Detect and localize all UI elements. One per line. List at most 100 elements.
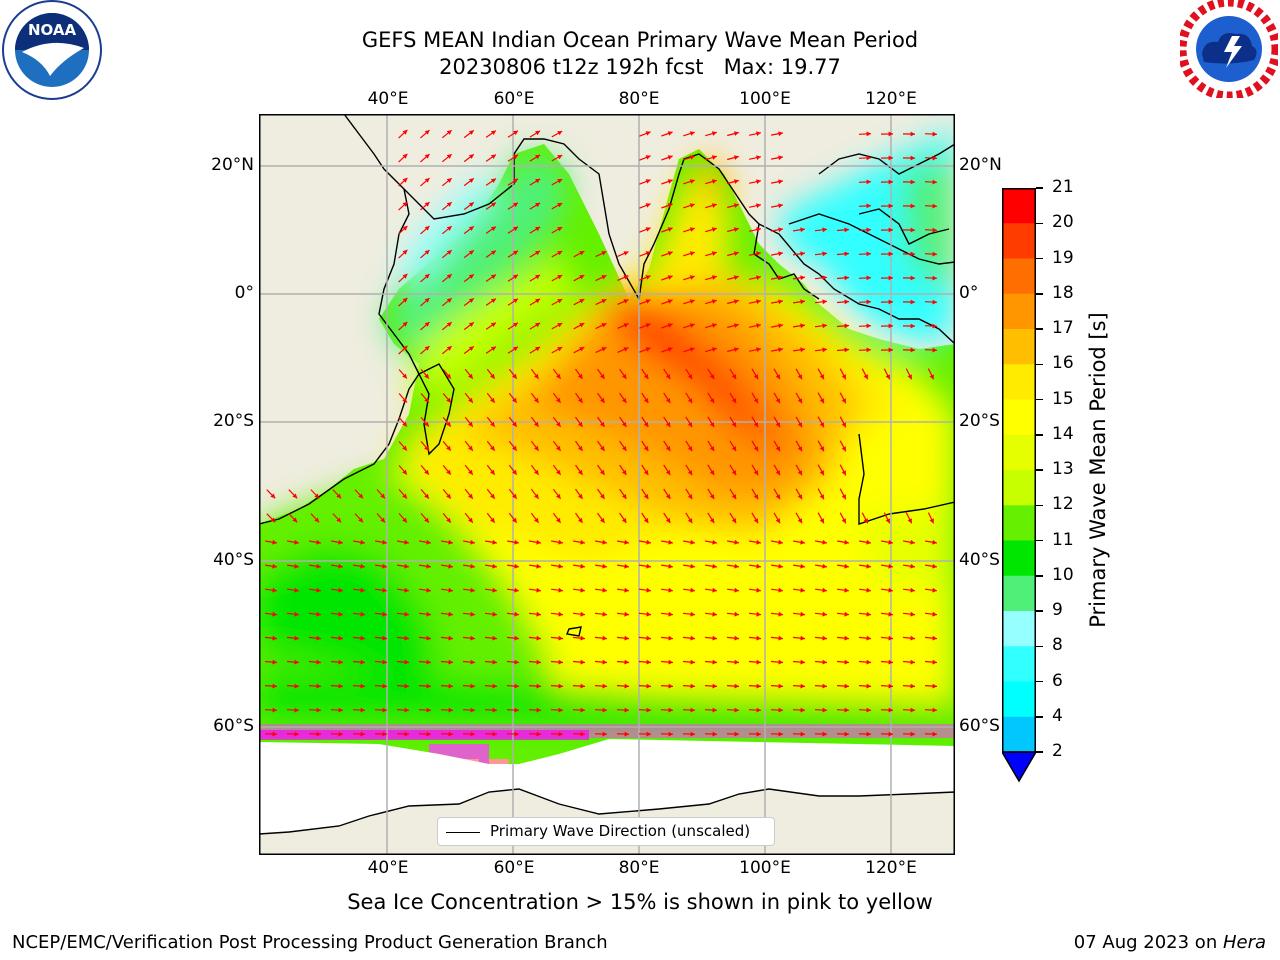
wave-arrow-head — [602, 587, 607, 593]
colorbar-tick-label: 16 — [1052, 353, 1074, 374]
wave-arrow-head — [731, 518, 737, 524]
wave-arrow-head — [621, 494, 627, 499]
wave-arrow-head — [646, 731, 651, 737]
wave-arrow-head — [602, 659, 607, 665]
wave-arrow-head — [822, 659, 827, 665]
wave-arrow-head — [932, 347, 937, 353]
wave-arrow-head — [932, 299, 937, 305]
wave-arrow-head — [734, 299, 739, 304]
wave-arrow-head — [621, 446, 627, 451]
wave-arrow-head — [624, 539, 629, 545]
wave-arrow-head — [667, 131, 673, 136]
wave-arrow-head — [689, 131, 695, 136]
wave-arrow-head — [778, 659, 783, 665]
wave-arrow-head — [404, 635, 409, 641]
wave-arrow-head — [709, 374, 715, 380]
wave-arrow-head — [665, 446, 671, 451]
wave-arrow-head — [468, 130, 474, 135]
wave-arrow-head — [778, 683, 783, 689]
colorbar-tick-mark — [1036, 222, 1043, 224]
wave-arrow-head — [424, 202, 430, 207]
wave-arrow-head — [424, 274, 430, 279]
wave-arrow-head — [468, 274, 474, 279]
wave-arrow-head — [756, 323, 761, 328]
wave-arrow-head — [534, 373, 539, 379]
lat-label-left: 0° — [234, 283, 254, 303]
wave-arrow-head — [578, 493, 583, 499]
lon-label-bottom: 60°E — [493, 858, 535, 878]
wave-arrow-head — [424, 421, 429, 427]
wave-arrow-head — [731, 422, 737, 428]
wave-arrow-head — [338, 659, 343, 665]
wave-arrow-head — [579, 347, 585, 352]
wave-arrow-head — [294, 587, 299, 593]
colorbar-tick-label: 9 — [1052, 600, 1063, 620]
wave-arrow-head — [800, 659, 805, 665]
wave-arrow-head — [446, 346, 452, 351]
wave-arrow-head — [580, 731, 585, 737]
wave-arrow-head — [753, 398, 759, 404]
wave-arrow-head — [558, 563, 563, 569]
wave-arrow-head — [711, 203, 717, 208]
wave-arrow-head — [580, 659, 585, 665]
wave-arrow-head — [844, 635, 849, 641]
wave-arrow-head — [448, 707, 453, 713]
wave-arrow-head — [360, 539, 365, 545]
wave-arrow-head — [687, 398, 693, 404]
wave-arrow-head — [797, 470, 802, 476]
wave-arrow-head — [756, 203, 761, 208]
wave-arrow-head — [822, 299, 827, 305]
wave-arrow-head — [404, 611, 409, 617]
wave-arrow-head — [910, 347, 915, 353]
wave-arrow-head — [557, 323, 563, 328]
wave-arrow-head — [580, 587, 585, 593]
wave-arrow-head — [844, 731, 849, 737]
wave-arrow-head — [932, 635, 937, 641]
wave-arrow-head — [557, 155, 563, 160]
wave-arrow-head — [513, 322, 518, 328]
lon-label-bottom: 100°E — [739, 858, 791, 878]
wave-arrow-head — [490, 517, 495, 523]
wave-arrow-head — [844, 659, 849, 665]
wave-arrow-head — [734, 275, 739, 280]
wave-arrow-head — [797, 446, 802, 452]
wave-arrow-head — [910, 155, 915, 161]
wave-arrow-head — [822, 683, 827, 689]
wave-arrow-head — [910, 611, 915, 617]
wave-arrow-head — [534, 469, 539, 475]
wave-arrow-head — [932, 323, 937, 329]
wave-arrow-head — [731, 470, 737, 476]
wave-arrow-head — [709, 398, 715, 404]
wave-arrow-head — [932, 611, 937, 617]
wave-arrow-head — [338, 539, 343, 545]
wave-arrow-head — [687, 422, 693, 428]
wave-arrow-head — [800, 587, 805, 593]
colorbar-tick-label: 2 — [1052, 741, 1063, 761]
wave-arrow-head — [426, 539, 431, 545]
wave-arrow-head — [578, 469, 583, 475]
wave-arrow-head — [624, 611, 629, 617]
wave-arrow-head — [514, 539, 519, 545]
wave-arrow-head — [819, 398, 824, 404]
wave-arrow-head — [778, 539, 783, 545]
wave-arrow-head — [689, 155, 695, 160]
wave-arrow-head — [402, 517, 407, 523]
wave-arrow-head — [756, 155, 761, 160]
wave-arrow-head — [734, 347, 739, 352]
lat-label-right: 20°S — [959, 411, 1000, 431]
colorbar-tick-label: 18 — [1052, 282, 1074, 303]
wave-arrow-head — [800, 731, 805, 737]
wave-arrow-head — [932, 587, 937, 593]
wave-arrow-head — [316, 563, 321, 569]
wave-arrow-head — [382, 635, 387, 641]
wave-arrow-head — [514, 683, 519, 689]
wave-arrow-head — [866, 179, 871, 185]
wave-arrow-head — [646, 563, 651, 569]
wave-arrow-head — [753, 518, 759, 524]
wave-arrow-head — [667, 323, 673, 328]
wave-arrow-head — [734, 683, 739, 689]
wave-arrow-head — [424, 298, 430, 303]
colorbar-swatch — [1002, 188, 1036, 224]
wave-arrow-head — [645, 179, 651, 184]
wave-arrow-head — [578, 421, 583, 427]
